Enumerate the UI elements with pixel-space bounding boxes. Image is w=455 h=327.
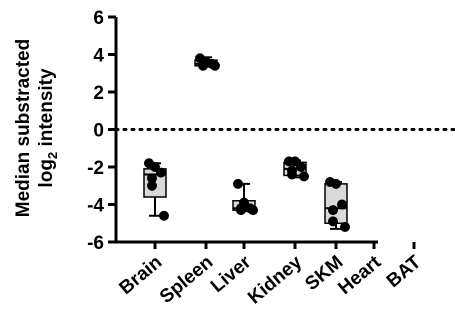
y-tick-label: -6 [87, 233, 104, 254]
x-tick-label: Heart [335, 251, 386, 299]
y-tick-label: 4 [93, 46, 104, 67]
data-point [331, 178, 341, 189]
data-point [147, 173, 157, 184]
y-tick-label: 2 [93, 83, 104, 104]
data-point [210, 60, 220, 71]
y-tick-label: -2 [87, 158, 104, 179]
data-point [198, 60, 208, 71]
data-point [233, 178, 243, 189]
boxes [143, 56, 416, 249]
y-axis-label-log: log [36, 159, 57, 188]
y-axis-label: Median substracted log2 intensity [13, 39, 60, 217]
data-point [328, 205, 338, 216]
data-point [156, 167, 166, 178]
data-point [287, 169, 297, 180]
y-tick-label: -4 [87, 196, 104, 217]
data-point [159, 210, 169, 221]
y-tick-label: 0 [93, 121, 104, 142]
data-point [299, 171, 309, 182]
y-ticks: 6 4 2 0 -2 -4 -6 [87, 8, 116, 254]
x-tick-label: BAT [383, 251, 426, 292]
data-point [328, 216, 338, 227]
data-point [296, 162, 306, 172]
y-axis-label-line2: log2 intensity [36, 68, 60, 188]
points [144, 53, 350, 232]
data-point [147, 180, 157, 191]
y-axis-label-intensity: intensity [36, 68, 57, 152]
y-axis-label-line1: Median substracted [13, 39, 34, 217]
y-axis-label-subscript: 2 [45, 152, 60, 159]
data-point [340, 222, 350, 232]
y-tick-label: 6 [93, 8, 104, 29]
data-point [236, 205, 246, 216]
data-point [337, 199, 347, 210]
x-tick-label: Kidney [244, 251, 306, 308]
data-point [248, 205, 258, 216]
